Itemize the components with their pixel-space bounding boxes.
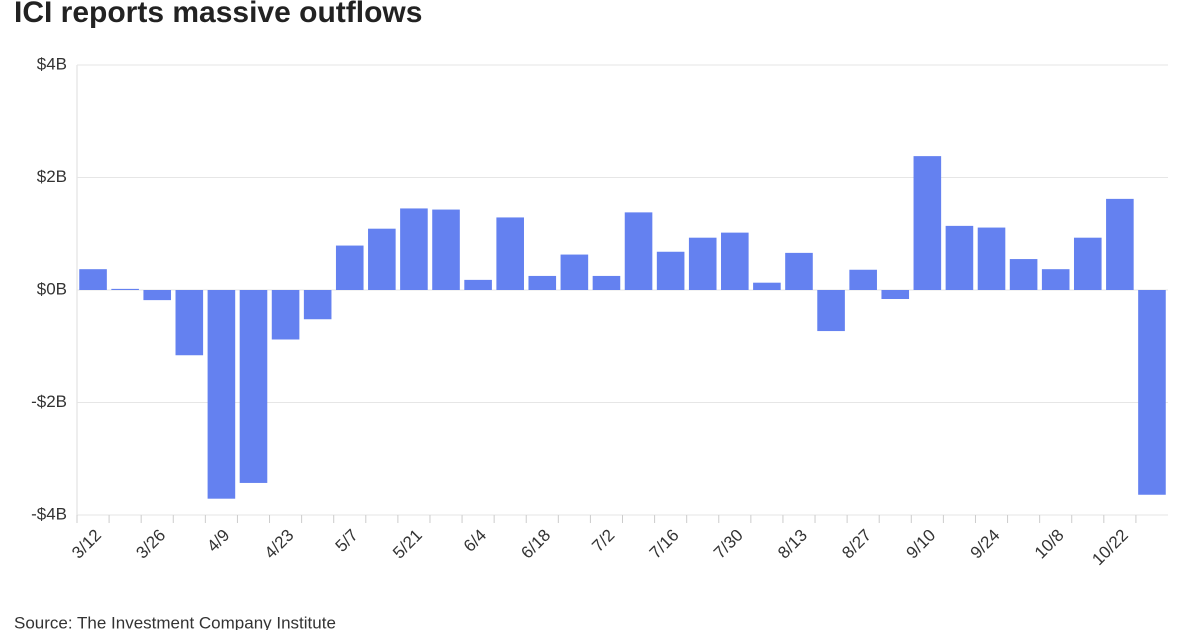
bar <box>464 279 492 290</box>
bar <box>239 290 268 483</box>
bar <box>143 290 172 301</box>
bar <box>335 245 364 290</box>
x-tick-label: 4/9 <box>203 526 233 556</box>
bar <box>528 275 557 290</box>
bar <box>753 282 781 290</box>
chart-title: ICI reports massive outflows <box>14 0 422 29</box>
x-tick-label: 9/24 <box>967 526 1004 563</box>
bar <box>175 290 204 356</box>
bar <box>849 269 877 290</box>
bar <box>207 290 236 499</box>
x-tick-label: 7/30 <box>710 526 747 563</box>
x-tick-label: 8/27 <box>838 526 875 563</box>
bar <box>688 237 717 290</box>
x-tick-label: 9/10 <box>903 526 940 563</box>
x-tick-label: 3/12 <box>68 526 105 563</box>
bar <box>977 227 1006 290</box>
bar <box>271 290 300 340</box>
x-tick-label: 6/18 <box>517 526 554 563</box>
x-tick-label: 3/26 <box>132 526 169 563</box>
y-tick-label: $0B <box>37 279 67 298</box>
bar <box>592 275 621 290</box>
y-tick-label: $2B <box>37 167 67 186</box>
y-tick-label: $4B <box>37 54 67 73</box>
x-tick-label: 4/23 <box>261 526 298 563</box>
x-tick-label: 7/2 <box>588 526 618 556</box>
bar <box>79 269 107 290</box>
bar <box>432 209 460 290</box>
bar <box>368 228 396 290</box>
bar <box>496 217 524 290</box>
x-tick-label: 8/13 <box>774 526 811 563</box>
x-tick-label: 10/22 <box>1088 526 1132 570</box>
bar <box>881 290 910 299</box>
source: Source: The Investment Company Institute <box>14 613 336 630</box>
bar <box>1009 259 1038 290</box>
bar <box>560 254 589 290</box>
y-tick-label: -$2B <box>31 392 67 411</box>
x-tick-label: 5/7 <box>332 526 362 556</box>
bar <box>817 290 845 332</box>
bar <box>945 225 974 290</box>
bar <box>624 212 653 290</box>
x-tick-label: 5/21 <box>389 526 426 563</box>
bar <box>400 208 428 290</box>
y-tick-label: -$4B <box>31 504 67 523</box>
bar <box>111 288 139 290</box>
bar <box>1106 198 1134 290</box>
bar <box>303 290 332 320</box>
x-tick-label: 6/4 <box>460 526 490 556</box>
bar <box>721 232 749 290</box>
bar <box>785 252 813 290</box>
x-tick-label: 10/8 <box>1031 526 1068 563</box>
bar <box>913 156 942 290</box>
bar <box>1138 290 1166 495</box>
x-tick-label: 7/16 <box>646 526 683 563</box>
bar <box>1073 237 1102 290</box>
bar <box>656 251 685 290</box>
bar <box>1041 269 1070 290</box>
